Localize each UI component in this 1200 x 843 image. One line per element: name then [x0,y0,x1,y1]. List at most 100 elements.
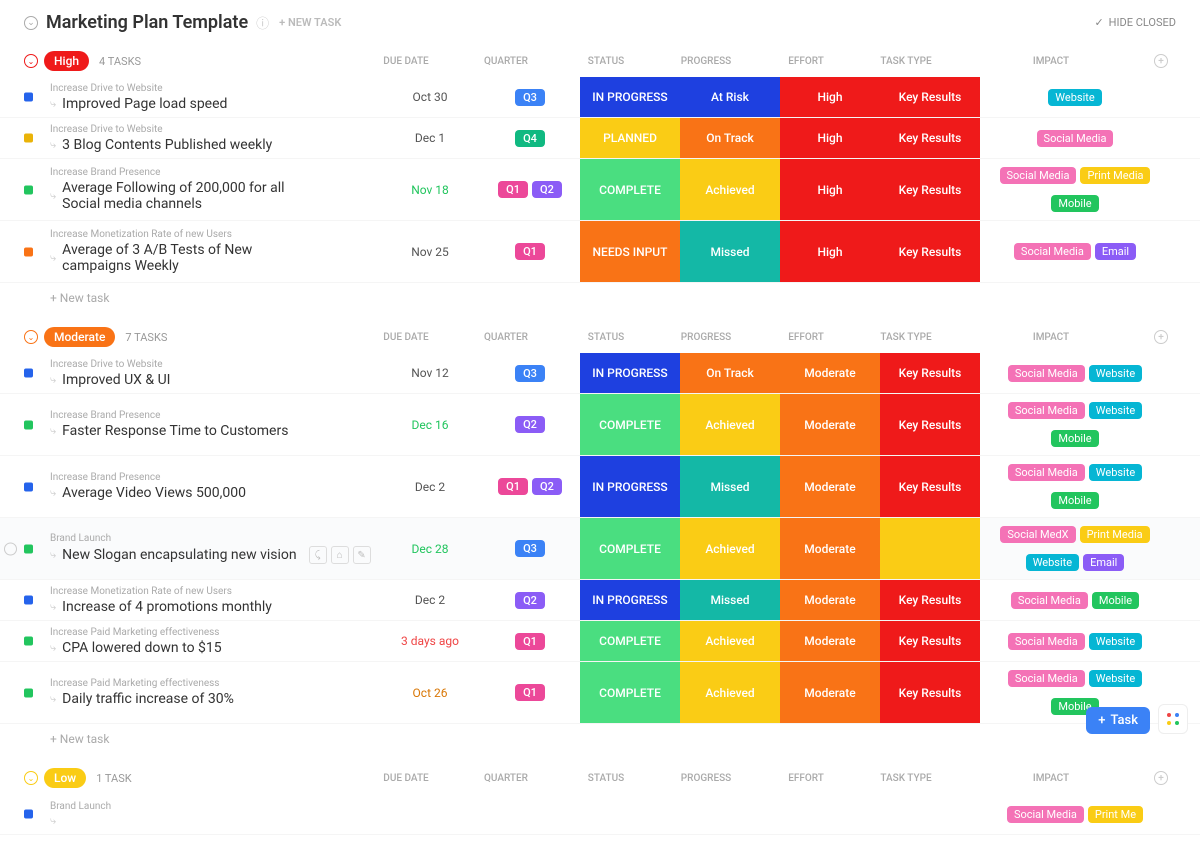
collapse-all-icon[interactable]: ⌄ [24,16,38,30]
impact-tag[interactable]: Social MedX [1000,526,1075,543]
task-type-cell[interactable]: Key Results [880,621,980,661]
progress-cell[interactable]: Achieved [680,159,780,220]
status-cell[interactable]: PLANNED [580,118,680,158]
status-square-icon[interactable] [24,247,33,256]
task-row[interactable]: Increase Drive to Website ⤷Improved UX &… [0,353,1200,394]
progress-cell[interactable]: Missed [680,456,780,517]
impact-tag[interactable]: Social Media [1008,365,1085,382]
impact-tag[interactable]: Social Media [1007,806,1084,823]
impact-tag[interactable]: Website [1026,554,1079,571]
effort-cell[interactable]: Moderate [780,518,880,579]
apps-button[interactable] [1158,704,1188,734]
status-cell[interactable]: IN PROGRESS [580,77,680,117]
add-column-button[interactable]: + [1146,54,1176,68]
impact-tag[interactable]: Email [1083,554,1124,571]
progress-cell[interactable]: Achieved [680,394,780,455]
impact-cell[interactable]: Social MediaEmail [980,221,1170,282]
status-square-icon[interactable] [24,810,33,819]
impact-tag[interactable]: Email [1095,243,1136,260]
effort-cell[interactable]: Moderate [780,662,880,723]
due-date-cell[interactable]: Oct 30 [380,77,480,117]
quarter-tag[interactable]: Q2 [515,592,545,609]
progress-cell[interactable]: Missed [680,221,780,282]
due-date-cell[interactable]: Dec 16 [380,394,480,455]
group-collapse-icon[interactable]: ⌄ [24,771,38,785]
edit-icon[interactable]: ✎ [353,546,371,564]
task-type-cell[interactable]: Key Results [880,394,980,455]
task-type-cell[interactable] [880,794,980,834]
quarter-tag[interactable]: Q3 [515,365,545,382]
status-square-icon[interactable] [24,134,33,143]
quarter-tag[interactable]: Q1 [498,478,528,495]
impact-tag[interactable]: Print Me [1088,806,1143,823]
task-row[interactable]: Increase Brand Presence ⤷Faster Response… [0,394,1200,456]
status-square-icon[interactable] [24,93,33,102]
impact-cell[interactable]: Social MediaPrint MediaMobile [980,159,1170,220]
new-task-fab[interactable]: +Task [1086,707,1150,734]
task-row[interactable]: Increase Paid Marketing effectiveness ⤷D… [0,662,1200,724]
quarter-cell[interactable]: Q1Q2 [480,159,580,220]
task-row[interactable]: Increase Brand Presence ⤷Average Followi… [0,159,1200,221]
impact-tag[interactable]: Website [1089,670,1142,687]
status-square-icon[interactable] [24,637,33,646]
effort-cell[interactable]: High [780,159,880,220]
due-date-cell[interactable] [380,794,480,834]
task-row[interactable]: Increase Monetization Rate of new Users … [0,580,1200,621]
quarter-tag[interactable]: Q3 [515,540,545,557]
impact-tag[interactable]: Mobile [1092,592,1139,609]
progress-cell[interactable]: Achieved [680,518,780,579]
status-cell[interactable]: IN PROGRESS [580,353,680,393]
impact-tag[interactable]: Social Media [1008,402,1085,419]
status-cell[interactable]: NEEDS INPUT [580,221,680,282]
task-row[interactable]: Increase Monetization Rate of new Users … [0,221,1200,283]
status-square-icon[interactable] [24,185,33,194]
quarter-cell[interactable]: Q1 [480,662,580,723]
due-date-cell[interactable]: Dec 2 [380,580,480,620]
impact-cell[interactable]: Social Media [980,118,1170,158]
new-task-row[interactable]: + New task [0,724,1200,754]
due-date-cell[interactable]: Dec 2 [380,456,480,517]
assign-icon[interactable]: ⤹ [309,546,327,564]
impact-cell[interactable]: Social MediaPrint Me [980,794,1170,834]
due-date-cell[interactable]: Nov 18 [380,159,480,220]
progress-cell[interactable]: At Risk [680,77,780,117]
impact-tag[interactable]: Social Media [1037,130,1114,147]
impact-tag[interactable]: Website [1089,365,1142,382]
task-type-cell[interactable]: Key Results [880,580,980,620]
impact-tag[interactable]: Mobile [1051,195,1098,212]
task-row[interactable]: Brand Launch ⤷New Slogan encapsulating n… [0,518,1200,580]
due-date-cell[interactable]: Nov 25 [380,221,480,282]
quarter-tag[interactable]: Q1 [515,633,545,650]
status-square-icon[interactable] [24,544,33,553]
effort-cell[interactable]: High [780,118,880,158]
quarter-tag[interactable]: Q1 [515,243,545,260]
task-type-cell[interactable]: Key Results [880,77,980,117]
quarter-tag[interactable]: Q1 [515,684,545,701]
quarter-cell[interactable]: Q4 [480,118,580,158]
task-row[interactable]: Brand Launch ⤷ Social MediaPrint Me [0,794,1200,835]
group-collapse-icon[interactable]: ⌄ [24,54,38,68]
quarter-cell[interactable]: Q1 [480,621,580,661]
quarter-cell[interactable]: Q2 [480,580,580,620]
effort-cell[interactable]: Moderate [780,621,880,661]
task-type-cell[interactable]: Key Results [880,159,980,220]
task-type-cell[interactable]: Key Results [880,221,980,282]
effort-cell[interactable]: Moderate [780,580,880,620]
quarter-cell[interactable]: Q3 [480,77,580,117]
impact-cell[interactable]: Social MediaWebsiteMobile [980,394,1170,455]
status-cell[interactable]: IN PROGRESS [580,456,680,517]
status-cell[interactable] [580,794,680,834]
impact-cell[interactable]: Social MediaWebsiteMobile [980,456,1170,517]
task-type-cell[interactable]: Key Results [880,456,980,517]
tag-icon[interactable]: ⌂ [331,546,349,564]
impact-tag[interactable]: Print Media [1080,526,1150,543]
impact-tag[interactable]: Social Media [1008,464,1085,481]
quarter-cell[interactable]: Q1Q2 [480,456,580,517]
group-pill[interactable]: Low [44,768,86,788]
info-icon[interactable]: ⓘ [256,13,269,32]
effort-cell[interactable] [780,794,880,834]
quarter-tag[interactable]: Q1 [498,181,528,198]
due-date-cell[interactable]: 3 days ago [380,621,480,661]
progress-cell[interactable] [680,794,780,834]
impact-tag[interactable]: Social Media [1008,633,1085,650]
